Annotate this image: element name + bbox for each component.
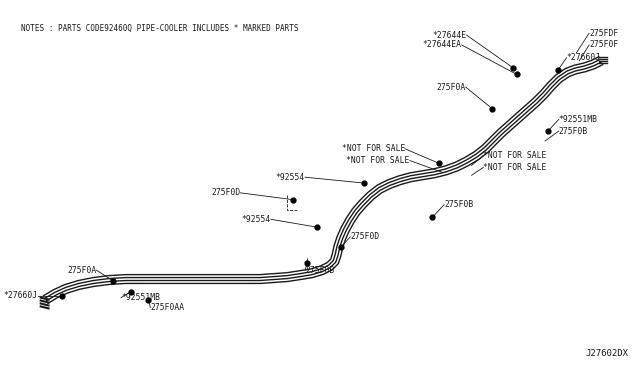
Text: 275F0B: 275F0B [444, 200, 474, 209]
Text: *92551MB: *92551MB [559, 115, 598, 124]
Text: NOTES : PARTS CODE92460Q PIPE-COOLER INCLUDES * MARKED PARTS: NOTES : PARTS CODE92460Q PIPE-COOLER INC… [21, 24, 299, 33]
Text: *27660J: *27660J [4, 291, 38, 300]
Text: *27644EA: *27644EA [423, 41, 462, 49]
Text: 275F0AA: 275F0AA [150, 303, 184, 312]
Text: 275FDF: 275FDF [589, 29, 618, 38]
Text: J27602DX: J27602DX [585, 349, 628, 358]
Text: *NOT FOR SALE: *NOT FOR SALE [483, 151, 547, 160]
Text: *NOT FOR SALE: *NOT FOR SALE [346, 156, 410, 165]
Text: *27660J: *27660J [566, 53, 601, 62]
Text: 275F0D: 275F0D [211, 188, 241, 198]
Text: *92551MB: *92551MB [121, 293, 160, 302]
Text: *NOT FOR SALE: *NOT FOR SALE [342, 144, 405, 153]
Text: 275F0B: 275F0B [305, 266, 334, 275]
Text: *92554: *92554 [241, 215, 271, 224]
Text: 275F0B: 275F0B [559, 126, 588, 136]
Text: 275F0A: 275F0A [436, 83, 466, 92]
Text: *NOT FOR SALE: *NOT FOR SALE [483, 163, 547, 172]
Text: *27644E: *27644E [433, 31, 467, 40]
Text: 275F0D: 275F0D [350, 232, 380, 241]
Text: *92554: *92554 [276, 173, 305, 182]
Text: 275F0F: 275F0F [589, 41, 618, 49]
Text: 275F0A: 275F0A [67, 266, 97, 275]
